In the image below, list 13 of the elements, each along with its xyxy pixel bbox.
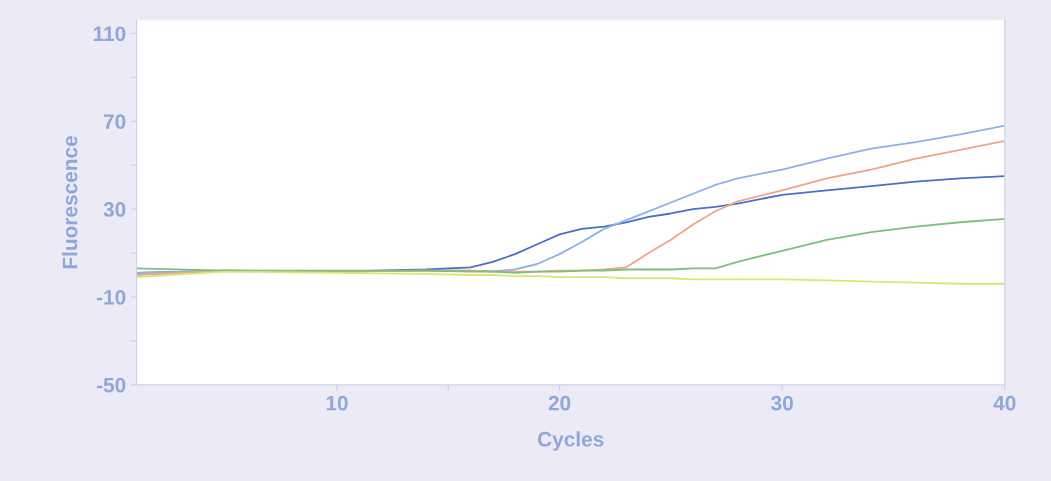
y-tick-label: -10 bbox=[96, 289, 126, 305]
x-tick-label: 10 bbox=[326, 395, 348, 411]
x-axis-title: Cycles bbox=[537, 431, 604, 451]
y-tick-label: 110 bbox=[93, 26, 126, 42]
y-tick-label: -50 bbox=[96, 377, 126, 393]
x-tick-label: 30 bbox=[771, 395, 793, 411]
line-series bbox=[136, 270, 1005, 285]
x-tick-label: 40 bbox=[993, 395, 1016, 411]
line-series bbox=[136, 218, 1005, 274]
y-tick-label: 30 bbox=[103, 202, 126, 217]
y-tick-label: 70 bbox=[103, 114, 126, 129]
x-tick-label: 20 bbox=[548, 395, 571, 411]
y-axis-title: Fluorescence bbox=[62, 136, 78, 269]
